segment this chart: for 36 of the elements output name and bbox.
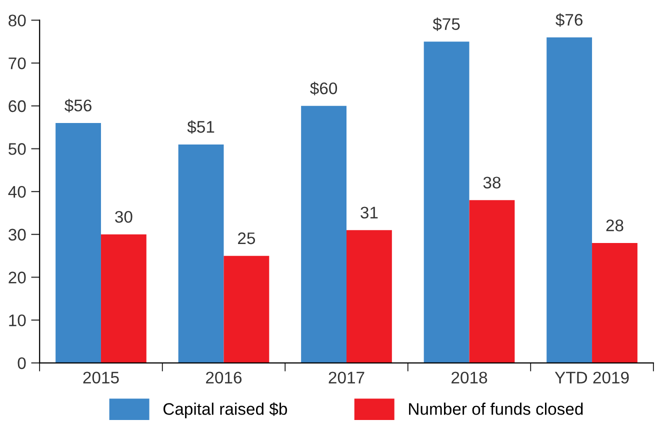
bar (224, 256, 270, 363)
y-tick-label: 40 (8, 186, 26, 198)
x-tick-label: YTD 2019 (554, 372, 629, 384)
data-label: 38 (483, 176, 501, 189)
bar (592, 242, 638, 363)
y-tick-label: 50 (8, 143, 26, 155)
data-label: $51 (187, 120, 214, 134)
bar (178, 144, 224, 363)
bar (301, 106, 346, 363)
data-label: 25 (238, 232, 256, 244)
data-label: $56 (64, 98, 92, 112)
y-tick-label: 80 (8, 14, 26, 26)
y-tick-label: 20 (8, 272, 26, 284)
legend-label: Capital raised $b (163, 402, 288, 418)
data-label: $76 (556, 13, 582, 27)
bar (100, 234, 146, 363)
y-tick-label: 60 (8, 100, 26, 112)
data-label: 31 (360, 206, 378, 218)
y-tick-label: 0 (18, 357, 26, 370)
bar (546, 37, 592, 363)
y-tick-label: 10 (9, 314, 26, 326)
data-label: 28 (606, 220, 624, 232)
x-tick-label: 2015 (83, 372, 119, 384)
data-label: 30 (115, 210, 132, 223)
y-tick-label: 30 (8, 228, 26, 241)
y-tick-label: 70 (8, 57, 26, 70)
bar (346, 230, 392, 363)
x-tick-label: 2016 (206, 372, 242, 384)
bar (424, 42, 470, 363)
x-tick-label: 2018 (452, 372, 488, 384)
data-label: $60 (310, 82, 338, 96)
legend-label: Number of funds closed (409, 402, 583, 415)
bar (56, 123, 101, 363)
data-label: $75 (432, 18, 460, 31)
bar (469, 200, 515, 363)
x-tick-label: 2017 (328, 372, 364, 384)
